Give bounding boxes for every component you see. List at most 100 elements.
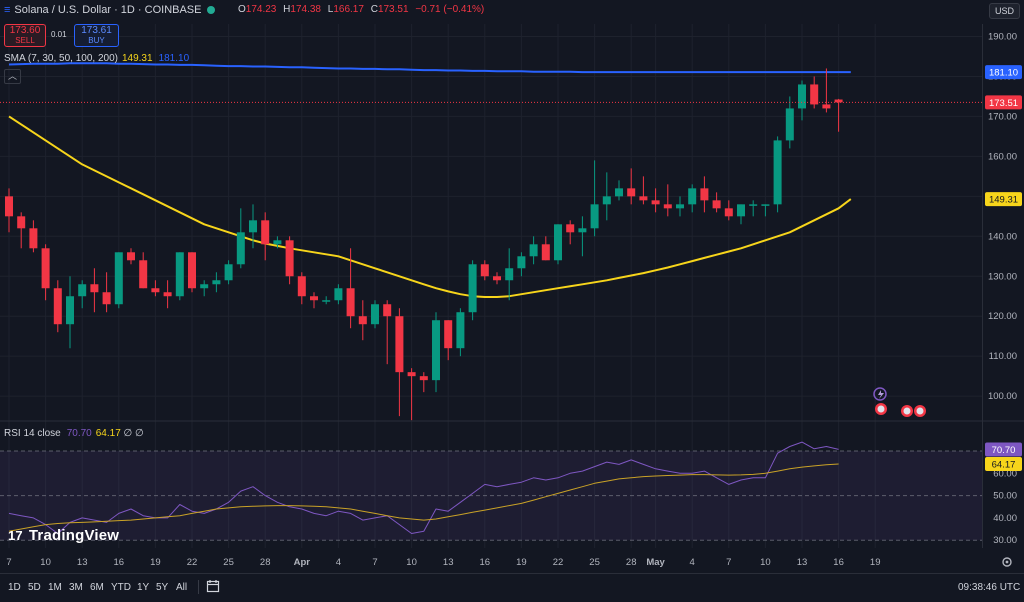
price-axis-tick-label: 100.00 <box>988 391 1017 402</box>
news-lightning-bolt <box>878 390 884 399</box>
price-axis-tick-label: 140.00 <box>988 231 1017 242</box>
event-flag-inner <box>903 407 911 415</box>
candle-body <box>432 320 440 381</box>
timeframe-1y[interactable]: 1Y <box>137 582 150 593</box>
rsi-axis-tick-label: 50.00 <box>993 491 1017 502</box>
goto-date-calendar-icon[interactable] <box>206 579 220 593</box>
candle-body <box>407 372 416 377</box>
time-axis-tick-label: 10 <box>760 557 771 568</box>
candle-body <box>615 188 623 197</box>
timeframe-5y[interactable]: 5Y <box>156 582 169 593</box>
bottom-toolbar: 1D 5D 1M 3M 6M YTD 1Y 5Y All 09:38:46 UT… <box>0 573 1024 602</box>
time-axis-tick-label: Apr <box>294 557 311 568</box>
sma-short-price-label-bg <box>985 192 1022 207</box>
utc-clock[interactable]: 09:38:46 UTC <box>958 582 1021 593</box>
buy-label: BUY <box>88 36 105 45</box>
candle-body <box>273 240 282 245</box>
rsi-ma-value: 64.17 <box>95 428 121 439</box>
timeframe-all[interactable]: All <box>176 582 188 593</box>
sma-legend[interactable]: SMA (7, 30, 50, 100, 200) 149.31 181.10 <box>4 53 189 64</box>
rsi-extra-values: ∅ ∅ <box>123 428 144 439</box>
timeframe-ytd[interactable]: YTD <box>111 582 131 593</box>
candle-body <box>151 288 160 293</box>
time-axis-tick-label: 28 <box>260 557 271 568</box>
sma-long-price-label: 181.10 <box>989 68 1018 79</box>
candle-body <box>627 188 636 197</box>
candle-body <box>249 220 257 233</box>
rsi-legend[interactable]: RSI 14 close 70.70 64.17 ∅ ∅ <box>4 428 144 439</box>
price-axis-tick-label: 130.00 <box>988 271 1017 282</box>
timeframe-6m[interactable]: 6M <box>90 582 104 593</box>
settings-gear-icon[interactable] <box>1001 556 1013 568</box>
time-axis-tick-label: 10 <box>406 557 417 568</box>
time-axis-tick-label: 13 <box>797 557 808 568</box>
rsi-ma-price-label: 64.17 <box>992 460 1016 471</box>
rsi-line <box>8 441 839 534</box>
candle-body <box>578 228 587 233</box>
time-axis-tick-label: 19 <box>516 557 527 568</box>
candle-body <box>212 280 221 285</box>
candle-body <box>310 296 318 301</box>
time-axis-tick-label: 16 <box>833 557 844 568</box>
candle-body <box>29 228 38 249</box>
candle-body <box>236 232 245 265</box>
rsi-price-label: 70.70 <box>992 445 1016 456</box>
collapse-legend-button[interactable]: ︿ <box>4 69 21 84</box>
time-axis-tick-label: 13 <box>443 557 454 568</box>
price-axis-tick-label: 190.00 <box>988 32 1017 43</box>
timeframe-1d[interactable]: 1D <box>8 582 21 593</box>
time-axis-tick-label: 7 <box>372 557 377 568</box>
time-axis-tick-label: 4 <box>690 557 695 568</box>
candle-body <box>761 204 770 206</box>
candle-body <box>188 252 196 289</box>
candle-body <box>322 300 331 302</box>
candle-body <box>773 140 782 205</box>
candle-body <box>493 276 501 281</box>
sma-long-line <box>8 62 851 74</box>
timeframe-3m[interactable]: 3M <box>69 582 83 593</box>
candle-body <box>200 284 209 289</box>
time-axis-tick-label: 13 <box>77 557 88 568</box>
candle-body <box>639 196 648 201</box>
timeframe-1m[interactable]: 1M <box>48 582 62 593</box>
candle-body <box>834 99 843 103</box>
ohlc-low: 166.17 <box>333 4 364 15</box>
price-axis-tick-label: 160.00 <box>988 151 1017 162</box>
candle-body <box>663 204 672 209</box>
sma-legend-label: SMA (7, 30, 50, 100, 200) <box>4 53 118 64</box>
candle-body <box>810 84 819 105</box>
currency-selector[interactable]: USD <box>989 3 1021 19</box>
symbol-title[interactable]: ≡ Solana / U.S. Dollar · 1D · COINBASE <box>4 4 223 16</box>
ohlc-open: 174.23 <box>245 4 277 15</box>
ohlc-low-key: L <box>327 4 334 15</box>
candle-body <box>541 244 550 261</box>
candle-body <box>737 204 745 217</box>
symbol-menu-icon[interactable]: ≡ <box>4 4 11 16</box>
sell-button[interactable]: 173.60 SELL <box>4 24 46 47</box>
candle-body <box>688 188 697 205</box>
time-axis-tick-label: 28 <box>626 557 637 568</box>
candle-body <box>66 296 74 325</box>
time-axis-tick-label: 7 <box>6 557 11 568</box>
candle-body <box>371 304 379 325</box>
candle-body <box>78 284 87 297</box>
toolbar-divider <box>198 580 199 594</box>
candle-body <box>285 240 294 277</box>
spread-value: 0.01 <box>51 30 67 39</box>
buy-button[interactable]: 173.61 BUY <box>74 24 119 47</box>
rsi-ma-line <box>8 463 839 532</box>
time-axis-tick-label: 10 <box>40 557 51 568</box>
event-flag-inner <box>877 405 885 413</box>
candle-body <box>798 84 806 109</box>
sma-short-value: 149.31 <box>121 53 153 64</box>
candle-body <box>127 252 135 261</box>
time-axis-tick-label: May <box>646 557 665 568</box>
event-flag-inner <box>916 407 924 415</box>
ohlc-close-key: C <box>370 4 378 15</box>
candle-body <box>468 264 477 313</box>
time-axis-tick-label: 7 <box>726 557 731 568</box>
news-lightning-icon <box>873 387 887 401</box>
timeframe-5d[interactable]: 5D <box>28 582 41 593</box>
ohlc-open-key: O <box>238 4 246 15</box>
